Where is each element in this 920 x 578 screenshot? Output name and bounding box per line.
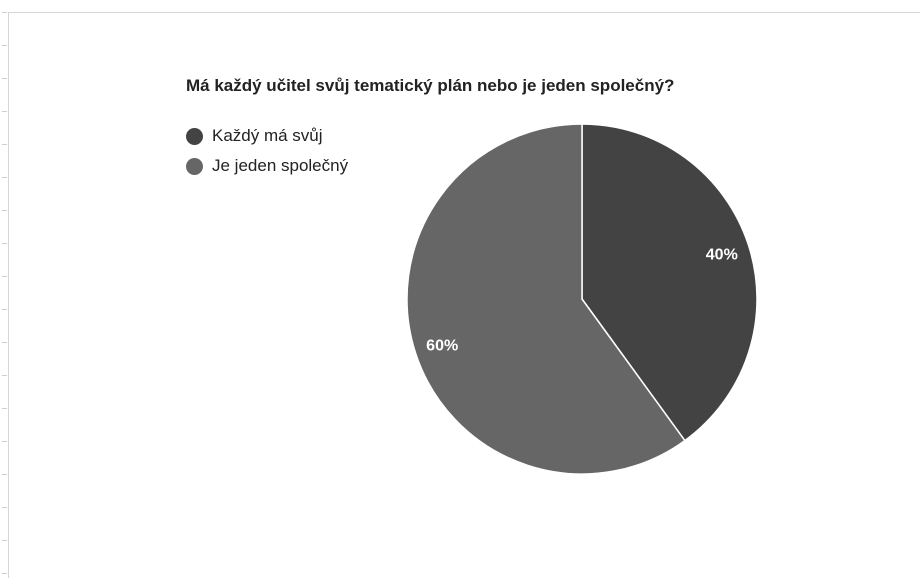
chart-legend: Každý má svůj Je jeden společný bbox=[186, 121, 348, 181]
left-ruler bbox=[0, 12, 8, 578]
legend-item-je-jeden-spolecny: Je jeden společný bbox=[186, 151, 348, 181]
legend-swatch-je-jeden-spolecny bbox=[186, 157, 203, 175]
pie-slice-je-jeden-spolecny bbox=[406, 123, 686, 475]
legend-item-kazdy-ma-svuj: Každý má svůj bbox=[186, 121, 348, 151]
chart-title: Má každý učitel svůj tematický plán nebo… bbox=[186, 76, 675, 95]
pie-label-je-jeden-spolecny: 60% bbox=[426, 337, 458, 354]
legend-swatch-kazdy-ma-svuj bbox=[186, 127, 203, 145]
legend-label-je-jeden-spolecny: Je jeden společný bbox=[212, 156, 349, 175]
chart-frame bbox=[8, 12, 920, 578]
legend-label-kazdy-ma-svuj: Každý má svůj bbox=[212, 126, 323, 145]
pie-slice-kazdy-ma-svuj bbox=[581, 123, 758, 442]
pie-label-kazdy-ma-svuj: 40% bbox=[706, 247, 738, 264]
